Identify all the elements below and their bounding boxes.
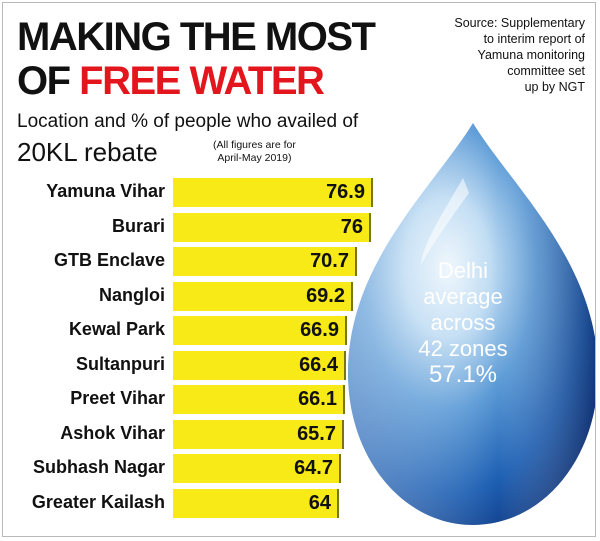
average-callout: Delhi average across 42 zones 57.1% [398,258,528,388]
average-callout-line: 42 zones [418,336,508,361]
bar-value-label: 64.7 [294,457,333,479]
bar-category-label: Ashok Vihar [60,422,165,443]
bar [173,247,357,276]
period-note: (All figures are for April-May 2019) [213,139,296,165]
source-line: up by NGT [524,80,585,94]
drop-highlight [421,178,469,265]
bar-value-label: 76 [340,215,363,238]
infographic: MAKING THE MOST OF FREE WATER Location a… [2,2,596,537]
bar-value-label: 76.9 [326,181,365,203]
title-accent: FREE WATER [79,59,325,103]
bar-value-label: 65.7 [297,422,336,445]
bar-category-label: GTB Enclave [53,250,165,270]
bar-category-label: Yamuna Vihar [46,181,165,201]
bar [173,488,339,518]
bar-value-label: 66.9 [300,319,339,341]
period-note-line: April-May 2019) [217,152,292,164]
bar [173,178,373,207]
bar-value-label: 70.7 [310,250,349,272]
average-callout-line: average [423,284,503,309]
subtitle: Location and % of people who availed of [17,111,359,132]
bar-value-label: 64 [308,491,331,514]
bar [173,316,347,345]
bar [173,454,341,483]
period-note-line: (All figures are for [213,139,296,151]
bar-category-label: Kewal Park [68,319,165,339]
source-line: committee set [507,64,585,78]
bar-category-label: Greater Kailash [31,491,165,512]
bar-value-label: 66.4 [299,353,338,376]
title-of: OF [17,59,71,103]
bar [173,385,345,414]
bar-category-label: Nangloi [99,284,165,305]
title-line-1: MAKING THE MOST [17,15,376,59]
bar [173,419,344,449]
bar-category-label: Burari [111,215,165,236]
average-value: 57.1% [428,361,498,388]
subtitle-rebate: 20KL rebate [17,137,158,167]
source-note: Source: Supplementary to interim report … [395,15,585,95]
source-line: Source: Supplementary [454,16,585,30]
average-callout-line: across [430,310,496,335]
bar [173,212,371,242]
water-drop-icon [348,123,595,525]
bar-category-label: Sultanpuri [76,353,165,374]
bar-value-label: 69.2 [306,284,345,307]
average-callout-line: Delhi [437,258,489,283]
bar-category-label: Subhash Nagar [32,457,165,477]
bar [173,350,346,380]
source-line: Yamuna monitoring [477,48,585,62]
bar-value-label: 66.1 [298,388,337,410]
bar-category-label: Preet Vihar [70,388,165,408]
source-line: to interim report of [483,32,585,46]
bar [173,281,353,311]
title-line-2: OF FREE WATER [17,59,325,103]
